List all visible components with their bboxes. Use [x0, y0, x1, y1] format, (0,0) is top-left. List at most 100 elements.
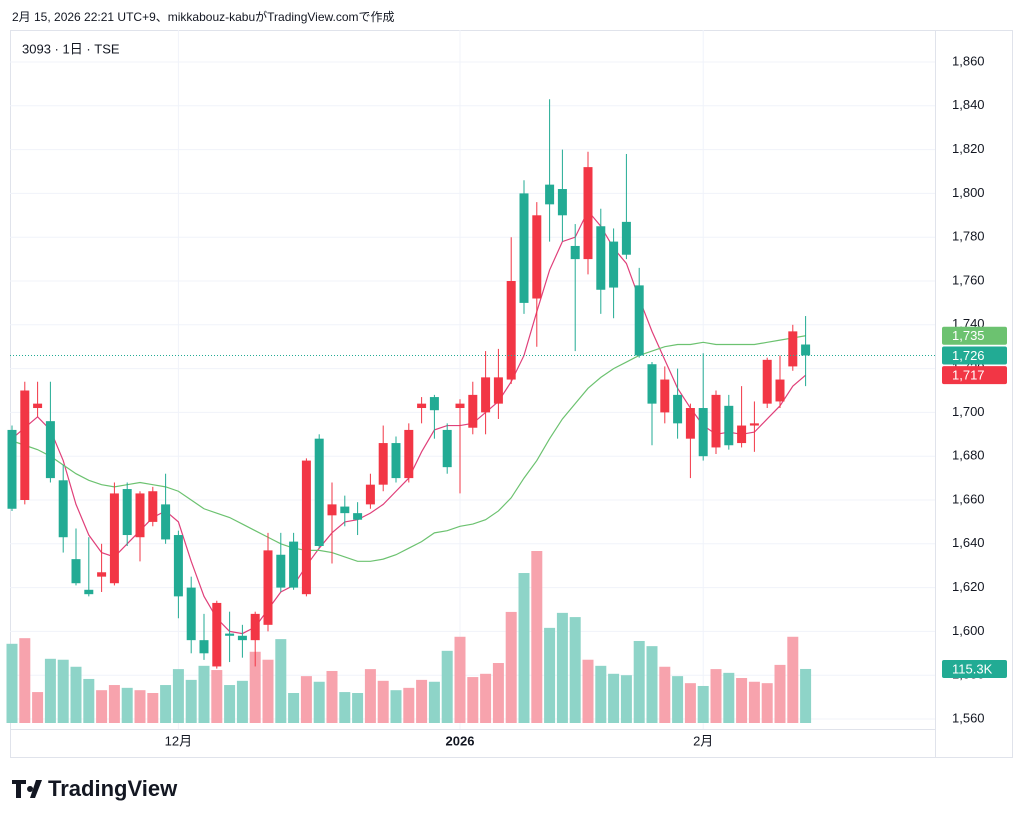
volume-bar — [620, 675, 632, 723]
volume-bar — [800, 668, 812, 723]
volume-bar — [108, 685, 120, 723]
candle-body — [225, 633, 235, 636]
volume-bar — [390, 690, 402, 723]
volume-bar — [416, 679, 428, 723]
volume-bar — [697, 685, 709, 723]
candle-body — [404, 429, 414, 479]
candle-body — [685, 408, 695, 439]
volume-bar — [684, 683, 696, 723]
candle-body — [596, 226, 606, 290]
volume-bar — [364, 669, 376, 723]
candle-body — [186, 587, 196, 641]
volume-bar — [569, 617, 581, 723]
candle-body — [263, 550, 273, 625]
chart-title: 3093 · 1日 · TSE — [22, 41, 120, 56]
candle-body — [340, 506, 350, 514]
y-tick-label: 1,780 — [952, 229, 985, 244]
candle-body — [519, 193, 529, 303]
volume-bar — [480, 673, 492, 723]
price-label: 1,735 — [952, 328, 985, 343]
volume-bar — [454, 636, 466, 723]
volume-bar — [185, 679, 197, 723]
moving-average — [11, 335, 806, 562]
volume-bar — [787, 636, 799, 723]
y-tick-label: 1,600 — [952, 623, 985, 638]
volume-bar — [672, 676, 684, 723]
volume-bar — [352, 693, 364, 723]
volume-bar — [428, 681, 440, 723]
y-tick-label: 1,840 — [952, 97, 985, 112]
price-label-box — [942, 659, 1007, 678]
candle-body — [161, 504, 171, 540]
candle-body — [173, 535, 183, 597]
candle-body — [557, 189, 567, 216]
price-label: 115.3K — [952, 661, 993, 676]
volume-bar — [646, 646, 658, 723]
candle-body — [481, 377, 491, 413]
candle-body — [71, 559, 81, 584]
candle-body — [365, 484, 375, 505]
volume-bar — [121, 687, 133, 723]
volume-bar — [19, 638, 31, 723]
candle-body — [711, 394, 721, 448]
y-tick-label: 1,820 — [952, 141, 985, 156]
candle-body — [289, 541, 299, 588]
candle-body — [455, 403, 465, 409]
y-tick-label: 1,800 — [952, 185, 985, 200]
y-tick-label: 1,640 — [952, 535, 985, 550]
volume-bar — [403, 687, 415, 723]
candle-body — [762, 359, 772, 404]
candle-body — [378, 443, 388, 485]
candle-body — [660, 379, 670, 413]
x-tick-label: 12月 — [165, 733, 192, 748]
candle-body — [506, 281, 516, 380]
volume-bar — [300, 676, 312, 723]
y-tick-label: 1,680 — [952, 448, 985, 463]
x-tick-label: 2月 — [693, 733, 713, 748]
volume-bar — [83, 678, 95, 723]
volume-bar — [70, 666, 82, 723]
candle-body — [442, 429, 452, 468]
volume-bar — [518, 573, 530, 723]
candle-body — [237, 635, 247, 641]
volume-bar — [147, 693, 159, 723]
volume-bar — [236, 680, 248, 723]
candle-body — [135, 493, 145, 538]
candle-body — [148, 491, 158, 522]
volume-bar — [288, 693, 300, 723]
logo-icon — [12, 780, 42, 798]
candle-body — [570, 245, 580, 260]
candle-body — [673, 394, 683, 424]
candle-body — [749, 423, 759, 426]
volume-bar — [224, 685, 236, 723]
volume-bar — [249, 651, 261, 723]
price-label-box — [942, 366, 1007, 385]
candle-body — [609, 241, 619, 288]
volume-bar — [339, 692, 351, 723]
candle-body — [417, 403, 427, 409]
volume-bar — [492, 663, 504, 723]
volume-bar — [774, 664, 786, 723]
candle-body — [493, 377, 503, 404]
candle-body — [621, 221, 631, 255]
candle-body — [801, 344, 811, 356]
volume-bar — [556, 612, 568, 723]
volume-bar — [44, 658, 56, 723]
volume-pane — [6, 551, 812, 723]
candle-body — [45, 421, 55, 479]
candle-body — [647, 364, 657, 404]
volume-bar — [723, 672, 735, 723]
volume-bar — [736, 678, 748, 723]
volume-bar — [710, 669, 722, 723]
price-label: 1,726 — [952, 348, 985, 363]
volume-bar — [32, 692, 44, 723]
volume-bar — [134, 690, 146, 723]
candle-body — [301, 460, 311, 595]
volume-bar — [608, 673, 620, 723]
candle-body — [33, 403, 43, 409]
logo: TradingView — [12, 776, 178, 801]
volume-bar — [441, 650, 453, 723]
price-label-box — [942, 326, 1007, 345]
candle-body — [84, 589, 94, 595]
candle-body — [314, 438, 324, 546]
